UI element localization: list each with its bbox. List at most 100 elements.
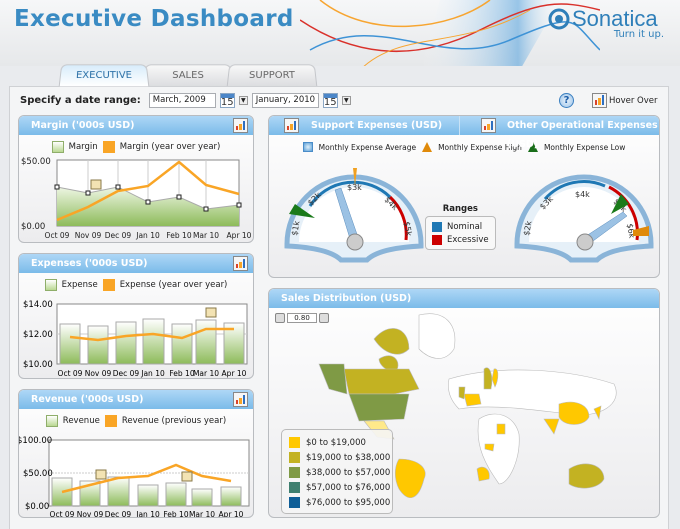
map-legend-item: $57,000 to $76,000 [289, 480, 392, 495]
help-icon[interactable]: ? [559, 93, 574, 108]
legend-label: Revenue (previous year) [121, 416, 227, 426]
zoom-in-button[interactable] [319, 313, 329, 323]
panel-header: Margin ('000s USD) [19, 116, 253, 135]
map-legend-item: $19,000 to $38,000 [289, 450, 392, 465]
chart-legend: Revenue Revenue (previous year) [19, 415, 253, 427]
tab-bar: EXECUTIVE SALES SUPPORT [58, 64, 318, 87]
triangle-low-icon [527, 142, 538, 152]
legend-swatch-expense [44, 279, 57, 291]
calendar-icon[interactable]: 15 [219, 93, 235, 108]
svg-text:$10.00: $10.00 [23, 360, 53, 370]
ranges-legend: Ranges Nominal Excessive [425, 204, 496, 250]
zoom-out-button[interactable] [275, 313, 285, 323]
legend-swatch-revenue [45, 415, 58, 427]
tab-support[interactable]: SUPPORT [226, 64, 318, 87]
page-title: Executive Dashboard [14, 6, 294, 32]
header: Executive Dashboard Sonatica Turn it up. [0, 0, 680, 66]
svg-text:$3k: $3k [347, 183, 362, 192]
expenses-chart[interactable]: $14.00 $12.00 $10.00 Oct 09 Nov 09 Dec 09 Jan… [19, 292, 254, 379]
svg-text:Oct 09: Oct 09 [50, 510, 75, 518]
average-swatch-icon [302, 142, 313, 152]
legend-swatch-expense-yoy [102, 279, 115, 291]
svg-text:$12.00: $12.00 [23, 330, 53, 340]
decorative-swirl [300, 0, 600, 66]
map-legend-item: $76,000 to $95,000 [289, 495, 392, 510]
tab-label: SALES [171, 70, 205, 82]
map-zoom-control: 0.80 [275, 313, 329, 323]
chart-type-button[interactable] [233, 392, 248, 407]
legend-label: Revenue [62, 416, 100, 426]
svg-text:Mar 10: Mar 10 [193, 369, 219, 378]
logo-tagline: Turn it up. [613, 29, 664, 40]
legend-swatch-revenue-prev [104, 415, 117, 427]
svg-text:$4k: $4k [575, 190, 590, 199]
chart-icon [592, 93, 607, 108]
svg-text:Feb 10: Feb 10 [166, 231, 191, 240]
world-map[interactable] [269, 309, 660, 518]
svg-text:Oct 09: Oct 09 [58, 369, 83, 378]
svg-text:Nov 09: Nov 09 [85, 369, 112, 378]
svg-text:$100.00: $100.00 [19, 436, 52, 446]
svg-text:Jan 10: Jan 10 [135, 231, 160, 240]
map-legend-item: $0 to $19,000 [289, 435, 392, 450]
tab-sales[interactable]: SALES [142, 64, 234, 87]
support-expenses-gauge[interactable]: $1k$2k$3k$4k$5k [279, 164, 429, 264]
chart-legend: Margin Margin (year over year) [19, 141, 253, 153]
margin-chart[interactable]: $50.00 $0.00 Oct 09 Nov 09 Dec 09 Jan 10 Feb … [19, 154, 254, 243]
svg-text:Mar 10: Mar 10 [189, 510, 215, 518]
legend-label: $76,000 to $95,000 [306, 497, 391, 508]
logo-icon [548, 8, 570, 30]
revenue-chart[interactable]: $100.00 $50.00 $0.00 Oct 09 Nov 09 Dec 09 Jan… [19, 428, 254, 518]
svg-text:Dec 09: Dec 09 [105, 510, 132, 518]
calendar-icon[interactable]: 15 [322, 93, 338, 108]
sales-distribution-panel: Sales Distribution (USD) 0.80 [268, 288, 660, 518]
svg-text:Apr 10: Apr 10 [227, 231, 252, 240]
tab-label: EXECUTIVE [75, 70, 133, 82]
support-expenses-title: Support Expenses (USD) [311, 120, 443, 131]
gauge-legend: Monthly Expense Average Monthly Expense … [269, 142, 659, 152]
legend-label: $57,000 to $76,000 [306, 482, 391, 493]
zoom-value-field[interactable]: 0.80 [287, 313, 317, 323]
panel-title: Sales Distribution (USD) [281, 293, 412, 304]
range-label: Excessive [447, 234, 489, 245]
other-expenses-gauge[interactable]: $2k$3k$4k$5k$6k [509, 164, 659, 264]
legend-label: Monthly Expense High [438, 142, 522, 152]
svg-text:Dec 09: Dec 09 [105, 231, 132, 240]
start-date-field[interactable]: March, 2009 [148, 93, 216, 108]
svg-text:$14.00: $14.00 [23, 300, 53, 310]
date-range-bar: Specify a date range: March, 2009 15 ▼ J… [20, 93, 351, 108]
legend-label: Monthly Expense Low [543, 142, 626, 152]
date-range-label: Specify a date range: [20, 95, 141, 106]
end-date-dropdown[interactable]: ▼ [341, 96, 351, 105]
svg-text:$2k: $2k [522, 220, 533, 237]
chart-type-button[interactable] [233, 256, 248, 271]
legend-label: Margin [68, 142, 98, 152]
tab-executive[interactable]: EXECUTIVE [58, 64, 150, 87]
sonatica-logo: Sonatica Turn it up. [548, 6, 678, 40]
svg-text:$1k: $1k [290, 220, 301, 237]
end-date-field[interactable]: January, 2010 [251, 93, 319, 108]
svg-text:$50.00: $50.00 [21, 157, 51, 167]
legend-label: Margin (year over year) [119, 142, 221, 152]
triangle-high-icon [422, 142, 433, 152]
chart-type-button[interactable] [284, 118, 299, 133]
svg-text:Feb 10: Feb 10 [163, 510, 188, 518]
margin-panel: Margin ('000s USD) Margin Margin (year o… [18, 115, 254, 243]
panel-title: Margin ('000s USD) [31, 120, 135, 131]
svg-text:$50.00: $50.00 [23, 469, 53, 479]
legend-label: $38,000 to $57,000 [306, 467, 391, 478]
svg-text:$0.00: $0.00 [25, 502, 49, 512]
start-date-dropdown[interactable]: ▼ [238, 96, 248, 105]
panel-header: Revenue ('000s USD) [19, 390, 253, 409]
header-divider [459, 116, 460, 135]
legend-label: Expense (year over year) [119, 280, 228, 290]
range-label: Nominal [447, 221, 483, 232]
chart-type-button[interactable] [481, 118, 496, 133]
hover-over-toggle[interactable]: Hover Over [592, 93, 658, 108]
ranges-title: Ranges [442, 204, 478, 214]
chart-type-button[interactable] [233, 118, 248, 133]
map-legend: $0 to $19,000 $19,000 to $38,000 $38,000… [281, 429, 393, 514]
legend-swatch-margin-yoy [102, 141, 115, 153]
chart-legend: Expense Expense (year over year) [19, 279, 253, 291]
legend-label: Expense [61, 280, 98, 290]
